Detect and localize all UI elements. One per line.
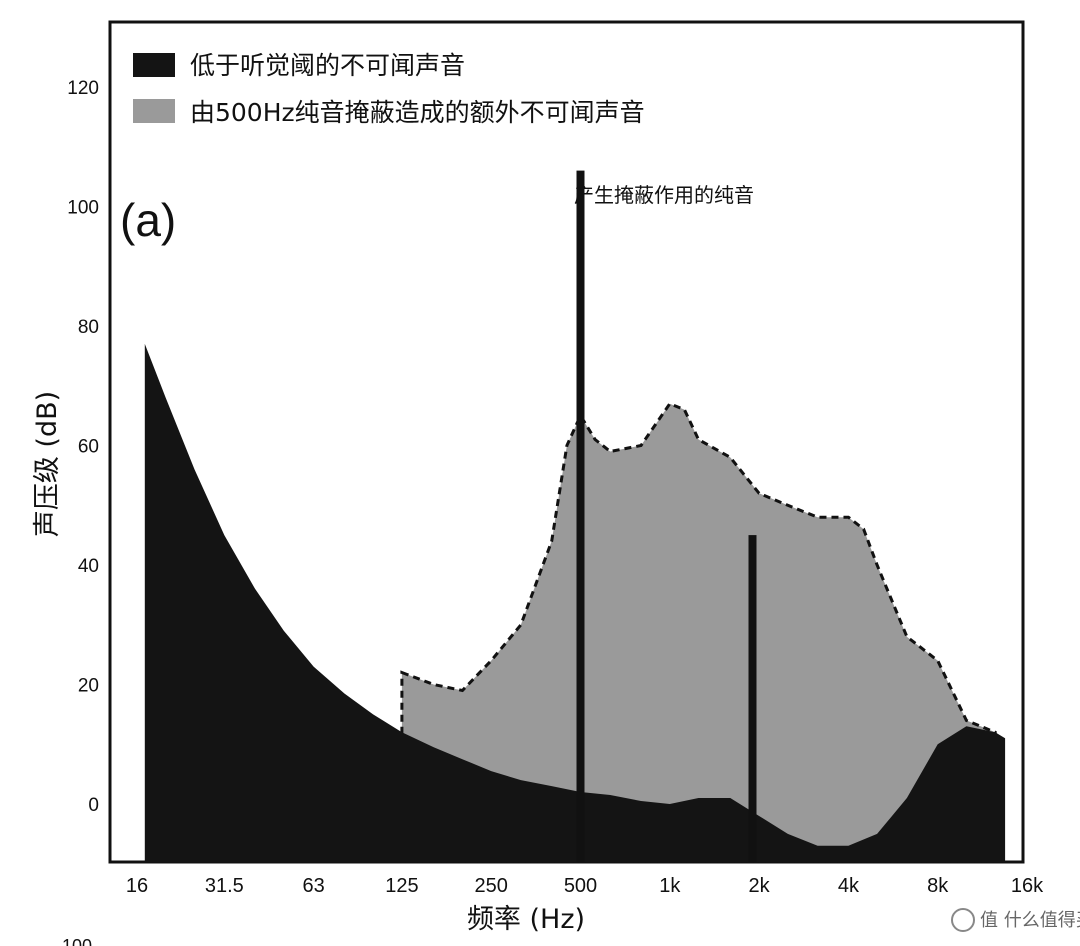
y-axis-ticks: 0 20 40 60 80 100 120 bbox=[67, 78, 99, 816]
y-tick-label: 0 bbox=[88, 795, 99, 816]
watermark: 值 什么值得买 bbox=[951, 908, 1080, 932]
x-tick-label: 2k bbox=[749, 875, 771, 897]
x-tick-label: 16k bbox=[1011, 875, 1044, 897]
watermark-logo-icon bbox=[951, 908, 975, 932]
x-axis-ticks: 16 31.5 63 125 250 500 1k 2k 4k 8k 16k bbox=[126, 875, 1044, 897]
masking-tones bbox=[576, 170, 757, 863]
panel-label: (a) bbox=[120, 194, 176, 246]
masked-sound-area bbox=[400, 401, 997, 864]
below-threshold-area bbox=[144, 343, 1006, 862]
y-tick-label: 80 bbox=[78, 317, 99, 338]
masking-tone-bar-1 bbox=[748, 535, 757, 862]
x-tick-label: 8k bbox=[927, 875, 949, 897]
x-tick-label: 500 bbox=[564, 875, 597, 897]
watermark-text: 值 什么值得买 bbox=[980, 910, 1080, 931]
y-tick-label: 120 bbox=[67, 78, 99, 99]
legend-label-masked: 由500Hz纯音掩蔽造成的额外不可闻声音 bbox=[190, 98, 645, 127]
x-tick-label: 31.5 bbox=[205, 875, 244, 897]
legend-swatch-threshold bbox=[133, 53, 175, 77]
y-tick-label: 40 bbox=[78, 556, 99, 577]
y-axis-label: 声压级 (dB) bbox=[32, 391, 63, 537]
x-tick-label: 4k bbox=[838, 875, 860, 897]
x-tick-label: 125 bbox=[385, 875, 418, 897]
y-tick-label: 100 bbox=[67, 198, 99, 219]
legend: 低于听觉阈的不可闻声音 由500Hz纯音掩蔽造成的额外不可闻声音 bbox=[133, 51, 645, 127]
legend-swatch-masked bbox=[133, 99, 175, 123]
masking-tone-label: 产生掩蔽作用的纯音 bbox=[574, 183, 754, 207]
x-tick-label: 1k bbox=[659, 875, 681, 897]
x-tick-label: 250 bbox=[475, 875, 508, 897]
y-tick-label: 20 bbox=[78, 676, 99, 697]
x-tick-label: 63 bbox=[302, 875, 324, 897]
legend-label-threshold: 低于听觉阈的不可闻声音 bbox=[190, 51, 465, 80]
x-axis-label: 频率 (Hz) bbox=[467, 904, 585, 935]
next-panel-cut-label: 100 bbox=[62, 936, 92, 946]
y-tick-label: 60 bbox=[78, 437, 99, 458]
x-tick-label: 16 bbox=[126, 875, 148, 897]
masking-tone-bar-0 bbox=[576, 170, 585, 863]
